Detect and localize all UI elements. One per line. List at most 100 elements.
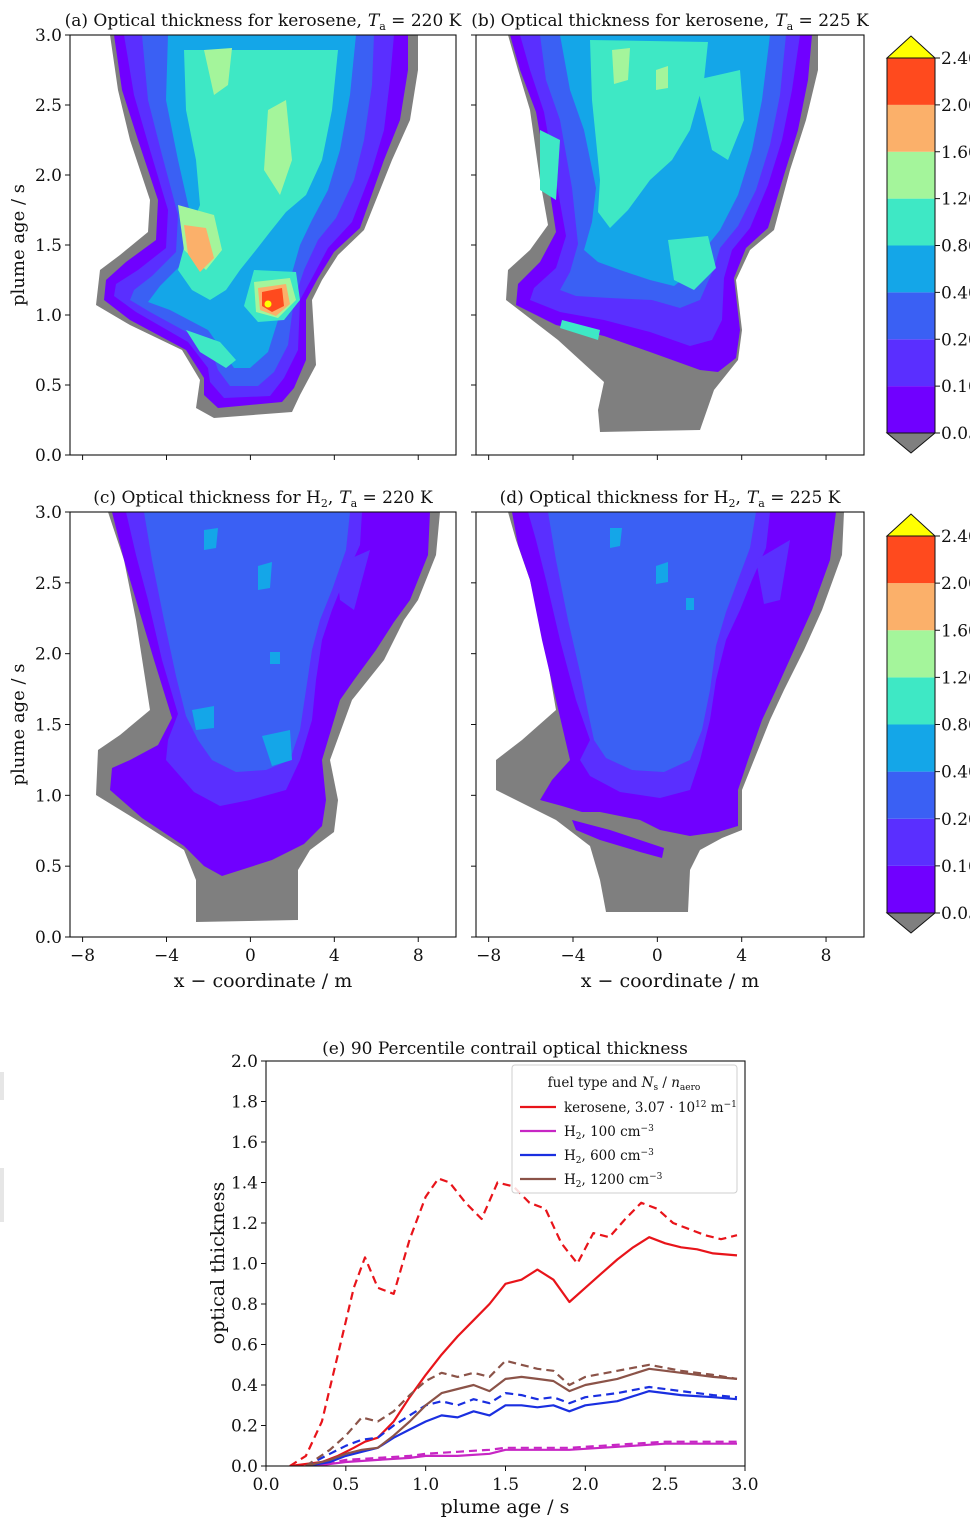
e-y-tick-label-0: 0.0: [231, 1457, 258, 1477]
y-tick-label-0-3: 1.5: [35, 236, 62, 256]
colorbar-0-over: [885, 35, 937, 59]
y-tick-label-0-1: 0.5: [35, 376, 62, 396]
colorbar-1-under: [885, 912, 937, 934]
y-tick-label-2-0: 0.0: [35, 928, 62, 948]
panel-e-ticks: 0.0 0.5 1.0 1.5 2.0 2.5 3.0 0.0 0.2 0.4 0.6 0.8 1.0 1…: [231, 1052, 759, 1495]
panel-a-level-5c: [186, 330, 236, 368]
e-y-tick-label-10: 2.0: [231, 1052, 258, 1072]
y-tick-label-2-6: 3.0: [35, 503, 62, 523]
y-tick-label-0-0: 0.0: [35, 446, 62, 466]
e-y-tick-label-9: 1.8: [231, 1093, 258, 1113]
panel-title-2: (c) Optical thickness for H2, Ta = 220 K: [93, 488, 433, 510]
colorbar-1-label-2: 0.20: [941, 810, 970, 830]
y-tick-label-2-4: 2.0: [35, 645, 62, 665]
panel-d-level-3: [548, 512, 756, 772]
e-x-tick-label-6: 3.0: [731, 1475, 758, 1495]
colorbars: 0.05 0.10 0.20 0.40 0.80 1.20 1.60 2.00 2.40 0.05…: [885, 35, 970, 934]
panel-d-level-4b: [656, 562, 668, 584]
panel-d: [496, 512, 844, 912]
colorbar-1-band-0: [887, 865, 935, 913]
y-tick-label-2-1: 0.5: [35, 857, 62, 877]
series-line-4: [305, 1390, 738, 1466]
panel-b-level-5d: [540, 130, 560, 200]
panel-e: (e) 90 Percentile contrail optical thick…: [207, 1039, 759, 1518]
colorbar-1-band-6: [887, 583, 935, 631]
colorbar-0-label-2: 0.20: [941, 330, 970, 350]
colorbar-1-band-3: [887, 724, 935, 772]
panel-d-level-2b: [756, 540, 790, 604]
legend-label-kerosene: kerosene, 3.07 · 1012 m−1: [564, 1100, 737, 1116]
panel-e-title: (e) 90 Percentile contrail optical thick…: [322, 1039, 688, 1059]
panel-b-level-5: [590, 40, 708, 228]
panel-a-level-9: [264, 300, 272, 308]
y-tick-label-0-2: 1.0: [35, 306, 62, 326]
series-line-1: [289, 1177, 738, 1466]
e-x-tick-label-4: 2.0: [572, 1475, 599, 1495]
e-x-tick-label-0: 0.0: [252, 1475, 279, 1495]
panel-c-level-2b: [336, 550, 370, 610]
x-tick-label-2-1: −4: [154, 946, 179, 966]
legend-title: fuel type and Ns / naero: [548, 1075, 701, 1093]
panel-c-level-4e: [270, 652, 280, 664]
colorbar-1-label-4: 0.80: [941, 716, 970, 736]
colorbar-1-band-1: [887, 818, 935, 866]
colorbar-1-label-5: 1.20: [941, 668, 970, 688]
panel-xlabel-2: x − coordinate / m: [174, 970, 353, 992]
colorbar-0-label-6: 1.60: [941, 143, 970, 163]
colorbar-1-band-4: [887, 677, 935, 725]
panel-b-level-6: [612, 48, 630, 84]
panel-d-level-4: [610, 528, 622, 548]
x-tick-label-2-2: 0: [245, 946, 256, 966]
y-tick-label-0-6: 3.0: [35, 26, 62, 46]
panel-c-level-3: [144, 512, 350, 772]
panel-c-level-4d: [262, 730, 292, 766]
panel-a-level-6: [204, 48, 232, 95]
panel-a-level-7: [184, 225, 214, 272]
colorbar-1-label-6: 1.60: [941, 621, 970, 641]
colorbar-0-band-0: [887, 386, 935, 433]
heatmap-axes: 0.0 0.5 1.0 1.5 2.0 2.5 3.0 plume age / s (a) Op…: [8, 11, 869, 992]
panel-c-level-4b: [258, 562, 272, 590]
colorbar-0-label-3: 0.40: [941, 283, 970, 303]
colorbar-0-label-4: 0.80: [941, 237, 970, 257]
colorbar-0-label-8: 2.40: [941, 49, 970, 69]
y-tick-label-2-2: 1.0: [35, 786, 62, 806]
e-y-tick-label-3: 0.6: [231, 1336, 258, 1356]
colorbar-1-band-7: [887, 536, 935, 584]
colorbar-0-band-2: [887, 292, 935, 340]
colorbar-1-label-3: 0.40: [941, 763, 970, 783]
legend-label-h2-1200: H2, 1200 cm−3: [564, 1172, 663, 1190]
series-line-7: [305, 1359, 738, 1466]
x-tick-label-2-0: −8: [70, 946, 95, 966]
colorbar-0-band-5: [887, 151, 935, 199]
legend-box: [511, 1064, 738, 1194]
colorbar-1-over: [885, 513, 937, 537]
series-line-2: [313, 1442, 737, 1466]
panel-c-level-4c: [192, 706, 214, 730]
colorbar-0-label-7: 2.00: [941, 96, 970, 116]
colorbar-1-label-0: 0.05: [941, 904, 970, 924]
colorbar-0-label-0: 0.05: [941, 424, 970, 444]
line-series: [289, 1177, 738, 1466]
panel-e-xlabel: plume age / s: [441, 1496, 570, 1518]
x-tick-label-2-4: 8: [413, 946, 424, 966]
panel-b-level-5b: [696, 70, 744, 160]
colorbar-1-band-2: [887, 771, 935, 819]
panel-a: [96, 35, 418, 418]
left-edge-mark-1: [0, 1072, 4, 1100]
e-x-tick-label-1: 0.5: [332, 1475, 359, 1495]
y-tick-label-0-4: 2.0: [35, 166, 62, 186]
panel-title-3: (d) Optical thickness for H2, Ta = 225 K: [500, 488, 841, 510]
panel-d-level-1b: [572, 820, 664, 858]
series-line-0: [289, 1236, 738, 1466]
e-y-tick-label-7: 1.4: [231, 1174, 258, 1194]
x-tick-label-3-3: 4: [736, 946, 747, 966]
x-tick-label-3-1: −4: [560, 946, 585, 966]
series-line-5: [305, 1385, 738, 1466]
e-y-tick-label-2: 0.4: [231, 1376, 258, 1396]
panel-b-level-6b: [656, 66, 668, 90]
e-y-tick-label-1: 0.2: [231, 1417, 258, 1437]
panel-title-0: (a) Optical thickness for kerosene, Ta = …: [65, 11, 462, 33]
panel-xlabel-3: x − coordinate / m: [581, 970, 760, 992]
